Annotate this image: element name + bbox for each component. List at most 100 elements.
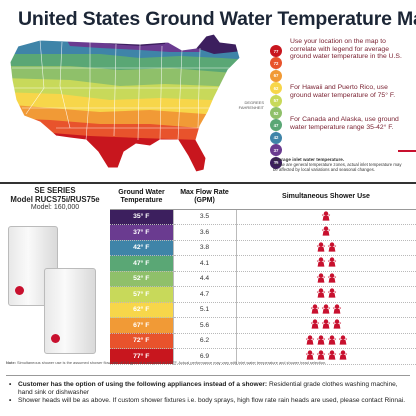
- col-header-flow-rate: Max Flow Rate (GPM): [173, 186, 236, 210]
- shower-person-icon: [321, 319, 331, 331]
- ground-water-temp-cell: 77° F: [110, 348, 173, 365]
- accent-rule: [398, 150, 416, 152]
- shower-person-icon: [332, 304, 342, 316]
- table-row: 52° F 4.4: [110, 271, 416, 287]
- map-note-canada: For Canada and Alaska, use ground water …: [290, 116, 399, 131]
- flow-rate-cell: 5.1: [172, 302, 237, 318]
- product-series: SE SERIES: [34, 186, 76, 195]
- section-divider: [0, 182, 416, 184]
- shower-person-icon: [316, 288, 326, 300]
- table-row: 57° F 4.7: [110, 286, 416, 303]
- shower-use-cell: [236, 317, 416, 334]
- scale-step: 77: [270, 45, 282, 57]
- flow-rate-cell: 4.7: [172, 286, 237, 303]
- bullet-shower-heads-text: Shower heads will be as above. If custom…: [18, 397, 406, 405]
- shower-person-icon: [338, 350, 348, 362]
- flow-rate-cell: 4.4: [172, 271, 237, 287]
- flow-rate-cell: 4.1: [172, 255, 237, 272]
- fine-print: Note: Simultaneous shower use is the ass…: [6, 360, 410, 365]
- shower-use-cell: [236, 333, 416, 349]
- scale-step: 52: [270, 107, 282, 119]
- bullet-appliances-text: Residential grade clothes washing machin…: [18, 381, 398, 397]
- shower-person-icon: [332, 319, 342, 331]
- average-temperature-note: Average inlet water temperature. These a…: [273, 157, 407, 172]
- flow-rate-cell: 6.9: [172, 348, 237, 365]
- shower-person-icon: [316, 273, 326, 285]
- shower-person-icon: [310, 304, 320, 316]
- shower-person-icon: [316, 350, 326, 362]
- bullet-appliances: Customer has the option of using the fol…: [9, 381, 410, 397]
- shower-person-icon: [316, 335, 326, 347]
- scale-step: 35: [270, 156, 282, 169]
- shower-person-icon: [321, 304, 331, 316]
- shower-use-cell: [236, 209, 416, 225]
- table-row: 77° F 6.9: [110, 348, 416, 365]
- flow-rate-cell: 6.2: [172, 333, 237, 349]
- bullet-appliances-bold: Customer has the option of using the fol…: [18, 381, 268, 388]
- col-header-temperature: Ground Water Temperature: [110, 186, 173, 210]
- table-row: 67° F 5.6: [110, 317, 416, 334]
- table-header-row: Ground Water Temperature Max Flow Rate (…: [110, 186, 416, 210]
- map-note-usage: Use your location on the map to correlat…: [290, 38, 402, 61]
- scale-step: 62: [270, 82, 282, 95]
- flow-rate-cell: 3.8: [172, 240, 237, 256]
- fine-print-text: Simultaneous shower use is the assumed s…: [17, 360, 327, 365]
- shower-person-icon: [327, 288, 337, 300]
- shower-use-cell: [236, 302, 416, 318]
- table-row: 35° F 3.5: [110, 209, 416, 225]
- fine-print-label: Note:: [6, 360, 16, 365]
- product-info: SE SERIES Model RUCS75i/RUS75e Model: 16…: [0, 186, 110, 211]
- shower-person-icon: [310, 319, 320, 331]
- ground-water-temp-cell: 72° F: [110, 333, 173, 349]
- table-row: 37° F 3.6: [110, 224, 416, 241]
- temperature-scale: 77 72 67 62 57 52 47 42 37 35: [270, 45, 282, 169]
- ground-water-temp-cell: 47° F: [110, 255, 173, 272]
- shower-use-cell: [236, 348, 416, 365]
- shower-use-cell: [236, 286, 416, 303]
- table-row: 62° F 5.1: [110, 302, 416, 318]
- appliance-notes: Customer has the option of using the fol…: [9, 381, 410, 406]
- page-title: United States Ground Water Temperature M…: [18, 8, 416, 30]
- shower-person-icon: [327, 335, 337, 347]
- shower-person-icon: [321, 226, 331, 238]
- performance-table: Ground Water Temperature Max Flow Rate (…: [110, 186, 416, 365]
- product-model: Model RUCS75i/RUS75e: [10, 195, 100, 204]
- water-heater-image-outdoor: [44, 268, 96, 354]
- col-header-shower-use: Simultaneous Shower Use: [236, 186, 416, 210]
- scale-step: 57: [270, 94, 282, 107]
- flow-rate-cell: 3.6: [172, 224, 237, 241]
- shower-person-icon: [327, 273, 337, 285]
- table-row: 72° F 6.2: [110, 333, 416, 349]
- ground-water-temp-cell: 67° F: [110, 317, 173, 334]
- shower-person-icon: [305, 335, 315, 347]
- scale-step: 47: [270, 119, 282, 132]
- ground-water-temp-cell: 52° F: [110, 271, 173, 287]
- bullet-shower-heads: Shower heads will be as above. If custom…: [9, 397, 410, 405]
- shower-use-cell: [236, 255, 416, 272]
- scale-step: 37: [270, 144, 282, 157]
- table-row: 47° F 4.1: [110, 255, 416, 272]
- shower-use-cell: [236, 240, 416, 256]
- product-alt-model: Model: 160,000: [30, 204, 80, 211]
- us-temperature-map: [9, 33, 241, 173]
- shower-person-icon: [338, 335, 348, 347]
- ground-water-temp-cell: 35° F: [110, 209, 173, 225]
- map-note-hawaii: For Hawaii and Puerto Rico, use ground w…: [290, 84, 396, 99]
- scale-step: 72: [270, 57, 282, 70]
- flow-rate-cell: 5.6: [172, 317, 237, 334]
- shower-person-icon: [305, 350, 315, 362]
- shower-use-cell: [236, 224, 416, 241]
- ground-water-temp-cell: 62° F: [110, 302, 173, 318]
- shower-person-icon: [327, 350, 337, 362]
- flow-rate-cell: 3.5: [172, 209, 237, 225]
- shower-person-icon: [327, 242, 337, 254]
- bottom-divider: [6, 375, 410, 376]
- ground-water-temp-cell: 57° F: [110, 286, 173, 303]
- shower-person-icon: [327, 257, 337, 269]
- scale-unit-label: DEGREES FAHRENHEIT: [238, 100, 264, 110]
- ground-water-temp-cell: 37° F: [110, 224, 173, 241]
- scale-step: 42: [270, 131, 282, 144]
- shower-person-icon: [316, 257, 326, 269]
- average-note-text: These are general temperature zones, act…: [273, 161, 402, 172]
